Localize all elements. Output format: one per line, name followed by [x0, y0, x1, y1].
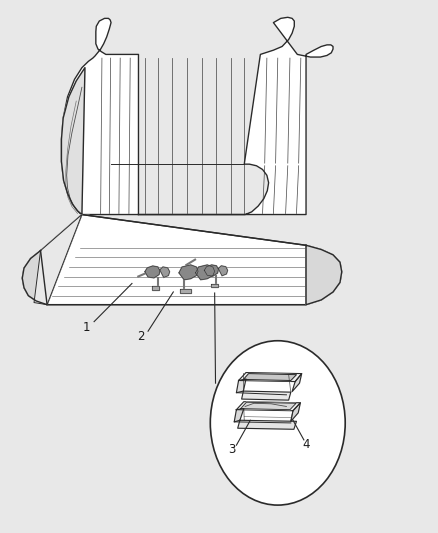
- Polygon shape: [239, 373, 302, 382]
- Polygon shape: [242, 391, 291, 400]
- Polygon shape: [241, 402, 296, 410]
- Text: 4: 4: [302, 438, 310, 450]
- Text: 3: 3: [228, 443, 236, 456]
- Polygon shape: [22, 251, 47, 305]
- Polygon shape: [204, 265, 219, 276]
- Polygon shape: [238, 420, 297, 429]
- Polygon shape: [61, 68, 85, 215]
- Polygon shape: [22, 215, 342, 305]
- Polygon shape: [306, 245, 342, 305]
- Polygon shape: [237, 402, 300, 411]
- Polygon shape: [292, 374, 302, 392]
- Polygon shape: [180, 289, 191, 293]
- Polygon shape: [237, 379, 246, 393]
- Circle shape: [210, 341, 345, 505]
- Polygon shape: [138, 17, 333, 215]
- Polygon shape: [219, 266, 228, 276]
- Polygon shape: [234, 409, 244, 422]
- Polygon shape: [61, 18, 138, 215]
- Polygon shape: [152, 286, 159, 290]
- Polygon shape: [160, 267, 170, 277]
- Polygon shape: [211, 284, 218, 287]
- Polygon shape: [195, 265, 215, 280]
- Polygon shape: [34, 215, 82, 305]
- Polygon shape: [291, 403, 300, 421]
- Polygon shape: [47, 215, 306, 305]
- Polygon shape: [179, 265, 198, 280]
- Text: 2: 2: [137, 330, 145, 343]
- Text: 1: 1: [82, 321, 90, 334]
- Polygon shape: [244, 374, 297, 381]
- Polygon shape: [145, 266, 160, 278]
